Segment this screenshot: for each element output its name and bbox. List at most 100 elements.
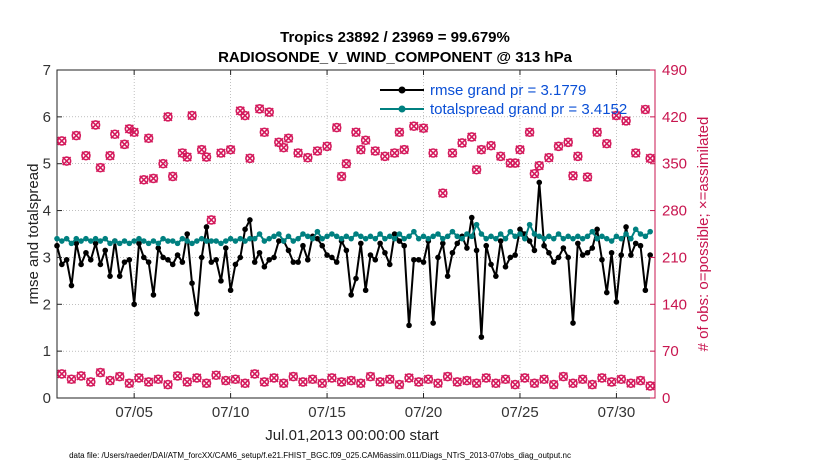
x-tick-label: 07/30 (598, 404, 636, 421)
obs-assimilated-marker (549, 380, 559, 390)
obs-possible-marker (298, 377, 308, 387)
series-point-rmse (131, 301, 137, 308)
series-point-totalspread (517, 231, 523, 237)
obs-assimilated-marker (568, 378, 578, 388)
obs-assimilated-marker (471, 378, 482, 388)
series-point-totalspread (488, 233, 494, 240)
y-right-tick-label: 420 (662, 109, 687, 126)
obs-possible-marker (283, 133, 294, 144)
obs-possible-marker (167, 171, 178, 182)
series-point-totalspread (420, 233, 427, 240)
obs-possible-marker (577, 374, 588, 385)
series-point-totalspread (271, 233, 277, 240)
obs-possible-marker (548, 379, 559, 390)
obs-assimilated-marker (385, 374, 395, 384)
obs-count-layer (57, 104, 655, 391)
series-point-totalspread (377, 231, 383, 237)
series-point-totalspread (411, 228, 417, 235)
series-point-rmse (401, 242, 408, 249)
series-point-totalspread (242, 238, 248, 244)
obs-possible-marker (356, 378, 366, 389)
y-right-tick-label: 490 (662, 62, 687, 79)
series-point-rmse (227, 287, 234, 294)
obs-possible-marker (153, 374, 164, 385)
series-point-rmse (189, 280, 195, 287)
y-tick-label: 2 (43, 296, 51, 313)
obs-assimilated-marker (346, 376, 356, 386)
series-point-totalspread (155, 240, 162, 247)
x-tick-label: 07/20 (405, 404, 443, 421)
obs-assimilated-marker (635, 376, 646, 386)
series-point-totalspread (401, 235, 408, 242)
obs-assimilated-marker (447, 148, 458, 158)
obs-assimilated-marker (525, 127, 535, 137)
series-point-rmse (570, 320, 576, 326)
series-point-rmse (565, 254, 571, 261)
series-point-rmse (502, 264, 509, 270)
obs-possible-marker (534, 160, 545, 171)
obs-assimilated-marker (144, 133, 154, 143)
obs-possible-marker (529, 168, 540, 179)
obs-possible-marker (568, 378, 578, 389)
series-point-totalspread (116, 240, 123, 247)
obs-assimilated-marker (158, 159, 168, 169)
obs-possible-marker (495, 151, 506, 162)
obs-possible-marker (568, 170, 578, 181)
series-point-rmse (454, 240, 461, 247)
obs-assimilated-marker (394, 127, 404, 137)
obs-assimilated-marker (317, 378, 327, 388)
series-point-rmse (333, 259, 340, 265)
series-point-rmse (324, 252, 330, 258)
series-point-totalspread (107, 240, 113, 247)
series-point-totalspread (160, 235, 166, 242)
obs-assimilated-marker (308, 374, 318, 384)
series-point-rmse (555, 254, 562, 261)
series-point-rmse (251, 259, 258, 265)
obs-assimilated-marker (597, 373, 607, 383)
obs-assimilated-marker (216, 148, 226, 158)
series-point-rmse (83, 249, 89, 256)
obs-assimilated-marker (230, 374, 241, 384)
series-point-totalspread (507, 228, 514, 235)
obs-possible-marker (225, 144, 236, 155)
obs-possible-marker (394, 379, 405, 390)
obs-assimilated-marker (201, 152, 212, 162)
obs-assimilated-marker (587, 380, 597, 390)
series-point-rmse (319, 242, 326, 249)
obs-possible-marker (413, 377, 424, 387)
obs-possible-marker (163, 379, 173, 390)
series-point-totalspread (618, 235, 625, 242)
series-point-totalspread (454, 233, 461, 240)
obs-assimilated-marker (568, 171, 578, 181)
obs-assimilated-marker (336, 377, 347, 387)
series-point-rmse (237, 254, 244, 261)
series-point-rmse (256, 249, 263, 256)
obs-assimilated-marker (573, 151, 583, 161)
obs-assimilated-marker (611, 110, 621, 121)
series-point-totalspread (343, 233, 350, 240)
obs-assimilated-marker (375, 377, 385, 387)
obs-assimilated-marker (414, 377, 424, 387)
obs-possible-marker (351, 127, 361, 138)
series-point-totalspread (280, 238, 287, 244)
series-point-rmse (603, 289, 610, 296)
obs-possible-marker (114, 371, 125, 382)
series-point-rmse (198, 254, 205, 261)
obs-possible-marker (597, 373, 607, 383)
obs-assimilated-marker (341, 159, 351, 169)
obs-possible-marker (158, 158, 168, 169)
series-point-totalspread (483, 235, 490, 242)
obs-assimilated-marker (264, 107, 274, 117)
obs-possible-marker (553, 141, 564, 152)
obs-possible-marker (466, 132, 477, 142)
obs-assimilated-marker (144, 377, 154, 387)
obs-possible-marker (143, 133, 154, 144)
obs-assimilated-marker (182, 377, 192, 387)
series-point-rmse (512, 252, 518, 258)
series-point-rmse (599, 256, 605, 263)
obs-possible-marker (486, 140, 496, 151)
obs-possible-marker (491, 378, 501, 389)
obs-assimilated-marker (336, 171, 347, 181)
obs-assimilated-marker (124, 378, 134, 388)
